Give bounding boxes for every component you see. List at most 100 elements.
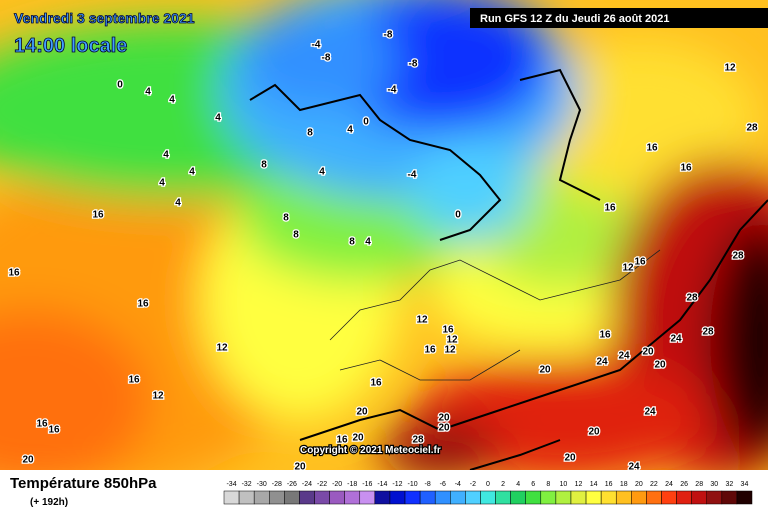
scale-swatch <box>238 490 255 505</box>
isotherm-label: 12 <box>216 343 228 354</box>
isotherm-label: 0 <box>363 117 369 128</box>
scale-label: 12 <box>575 481 583 488</box>
isotherm-label: 4 <box>189 167 195 178</box>
scale-label: -12 <box>392 481 402 488</box>
scale-label: -20 <box>332 481 342 488</box>
scale-label: 10 <box>560 481 568 488</box>
isotherm-label: 16 <box>36 419 48 430</box>
scale-swatch <box>419 490 436 505</box>
scale-label: 24 <box>665 481 673 488</box>
isotherm-label: 8 <box>283 213 289 224</box>
isotherm-label: 12 <box>724 63 736 74</box>
scale-label: -2 <box>470 481 476 488</box>
isotherm-label: 20 <box>654 360 666 371</box>
scale-swatch <box>585 490 602 505</box>
isotherm-label: 4 <box>347 125 353 136</box>
isotherm-label: 20 <box>356 407 368 418</box>
isotherm-label: 12 <box>446 335 458 346</box>
scale-label: 34 <box>741 481 749 488</box>
isotherm-label: 20 <box>22 455 34 466</box>
scale-swatch <box>721 490 738 505</box>
scale-swatch <box>631 490 647 505</box>
scale-swatch <box>510 490 526 505</box>
scale-swatch <box>615 490 632 505</box>
isotherm-label: 4 <box>215 113 221 124</box>
scale-swatch <box>344 490 361 505</box>
isotherm-label: 12 <box>622 263 634 274</box>
isotherm-label: 8 <box>293 230 299 241</box>
isotherm-label: 20 <box>588 427 600 438</box>
scale-label: -14 <box>377 481 387 488</box>
isotherm-label: 24 <box>618 351 630 362</box>
isotherm-label: 16 <box>48 425 60 436</box>
scale-label: -32 <box>242 481 252 488</box>
isotherm-label: 16 <box>137 299 149 310</box>
scale-label: -34 <box>226 481 236 488</box>
scale-swatch <box>646 490 662 505</box>
run-box <box>470 8 768 28</box>
isotherm-label: -4 <box>312 40 321 51</box>
isotherm-label: 8 <box>349 237 355 248</box>
isotherm-label: 16 <box>424 345 436 356</box>
isotherm-label: 4 <box>175 198 181 209</box>
scale-label: -22 <box>317 481 327 488</box>
isotherm-label: 24 <box>670 334 682 345</box>
isotherm-label: 4 <box>365 237 371 248</box>
scale-label: -18 <box>347 481 357 488</box>
isotherm-label: 24 <box>644 407 656 418</box>
isotherm-label: 4 <box>319 167 325 178</box>
scale-label: -26 <box>287 481 297 488</box>
scale-swatch <box>706 490 723 505</box>
scale-swatch <box>223 490 240 505</box>
copyright: Copyright © 2021 Meteociel.fr <box>300 445 441 456</box>
isotherm-label: 4 <box>169 95 175 106</box>
isotherm-label: 16 <box>8 268 20 279</box>
scale-label: 0 <box>486 481 490 488</box>
scale-swatch <box>570 490 587 505</box>
scale-label: -4 <box>455 481 461 488</box>
scale-swatch <box>284 490 300 505</box>
scale-swatch <box>676 490 692 505</box>
legend-title: Température 850hPa <box>10 475 157 492</box>
isotherm <box>299 199 768 470</box>
scale-label: 14 <box>590 481 598 488</box>
isotherm-label: 0 <box>117 80 123 91</box>
scale-swatch <box>495 490 511 505</box>
isotherm-label: 4 <box>145 87 151 98</box>
isotherm-label: -8 <box>409 59 418 70</box>
scale-label: -16 <box>362 481 372 488</box>
scale-label: -30 <box>257 481 267 488</box>
isotherm-label: 20 <box>642 347 654 358</box>
isotherm-label: 16 <box>336 435 348 446</box>
isotherm-label: 16 <box>370 378 382 389</box>
scale-swatch <box>389 490 406 505</box>
time-label: 14:00 locale <box>14 35 127 57</box>
isotherm-label: 12 <box>416 315 428 326</box>
scale-label: 30 <box>710 481 718 488</box>
scale-label: 18 <box>620 481 628 488</box>
scale-label: -24 <box>302 481 312 488</box>
scale-swatch <box>736 490 753 505</box>
scale-swatch <box>450 490 466 505</box>
isotherm-label: 8 <box>261 160 267 171</box>
scale-label: -10 <box>408 481 418 488</box>
scale-label: 20 <box>635 481 643 488</box>
isotherm-label: 12 <box>152 391 164 402</box>
isotherm-label: 24 <box>596 357 608 368</box>
scale-swatch <box>480 490 496 505</box>
isotherm-label: 16 <box>92 210 104 221</box>
isotherm-label: 16 <box>128 375 140 386</box>
isotherm-label: 16 <box>599 330 611 341</box>
scale-label: -8 <box>425 481 431 488</box>
temperature-field <box>0 0 768 470</box>
isotherm-label: 28 <box>732 251 744 262</box>
isotherm-label: 28 <box>412 435 424 446</box>
date-label: Vendredi 3 septembre 2021 <box>14 10 195 26</box>
isotherm-label: -4 <box>388 85 397 96</box>
isotherm-label: 8 <box>307 128 313 139</box>
scale-swatch <box>404 490 421 505</box>
scale-swatch <box>374 490 391 505</box>
scale-swatch <box>329 490 345 505</box>
